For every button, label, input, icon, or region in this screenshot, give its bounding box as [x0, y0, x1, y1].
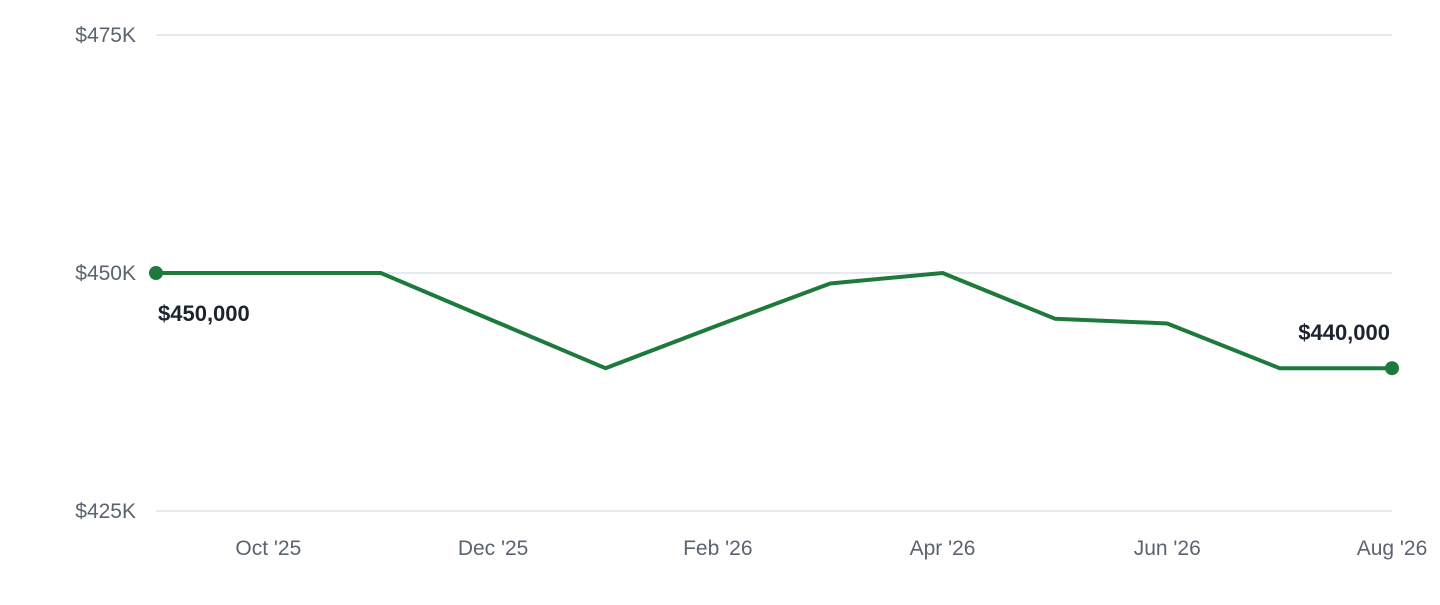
data-label-1: $440,000 [1298, 320, 1390, 345]
series-line-0 [154, 271, 1394, 371]
y-tick-label-0: $475K [75, 24, 136, 47]
x-tick-label-0: Oct '25 [235, 537, 301, 560]
x-tick-label-4: Jun '26 [1134, 537, 1201, 560]
x-tick-label-1: Dec '25 [458, 537, 529, 560]
endpoint-marker-1 [1385, 361, 1399, 376]
x-tick-label-2: Feb '26 [683, 537, 752, 560]
x-tick-label-5: Aug '26 [1357, 537, 1428, 560]
x-tick-label-3: Apr '26 [910, 537, 976, 560]
y-tick-label-2: $425K [75, 500, 136, 523]
y-tick-label-1: $450K [75, 262, 136, 285]
endpoint-marker-0 [149, 266, 163, 280]
data-label-0: $450,000 [158, 301, 250, 326]
